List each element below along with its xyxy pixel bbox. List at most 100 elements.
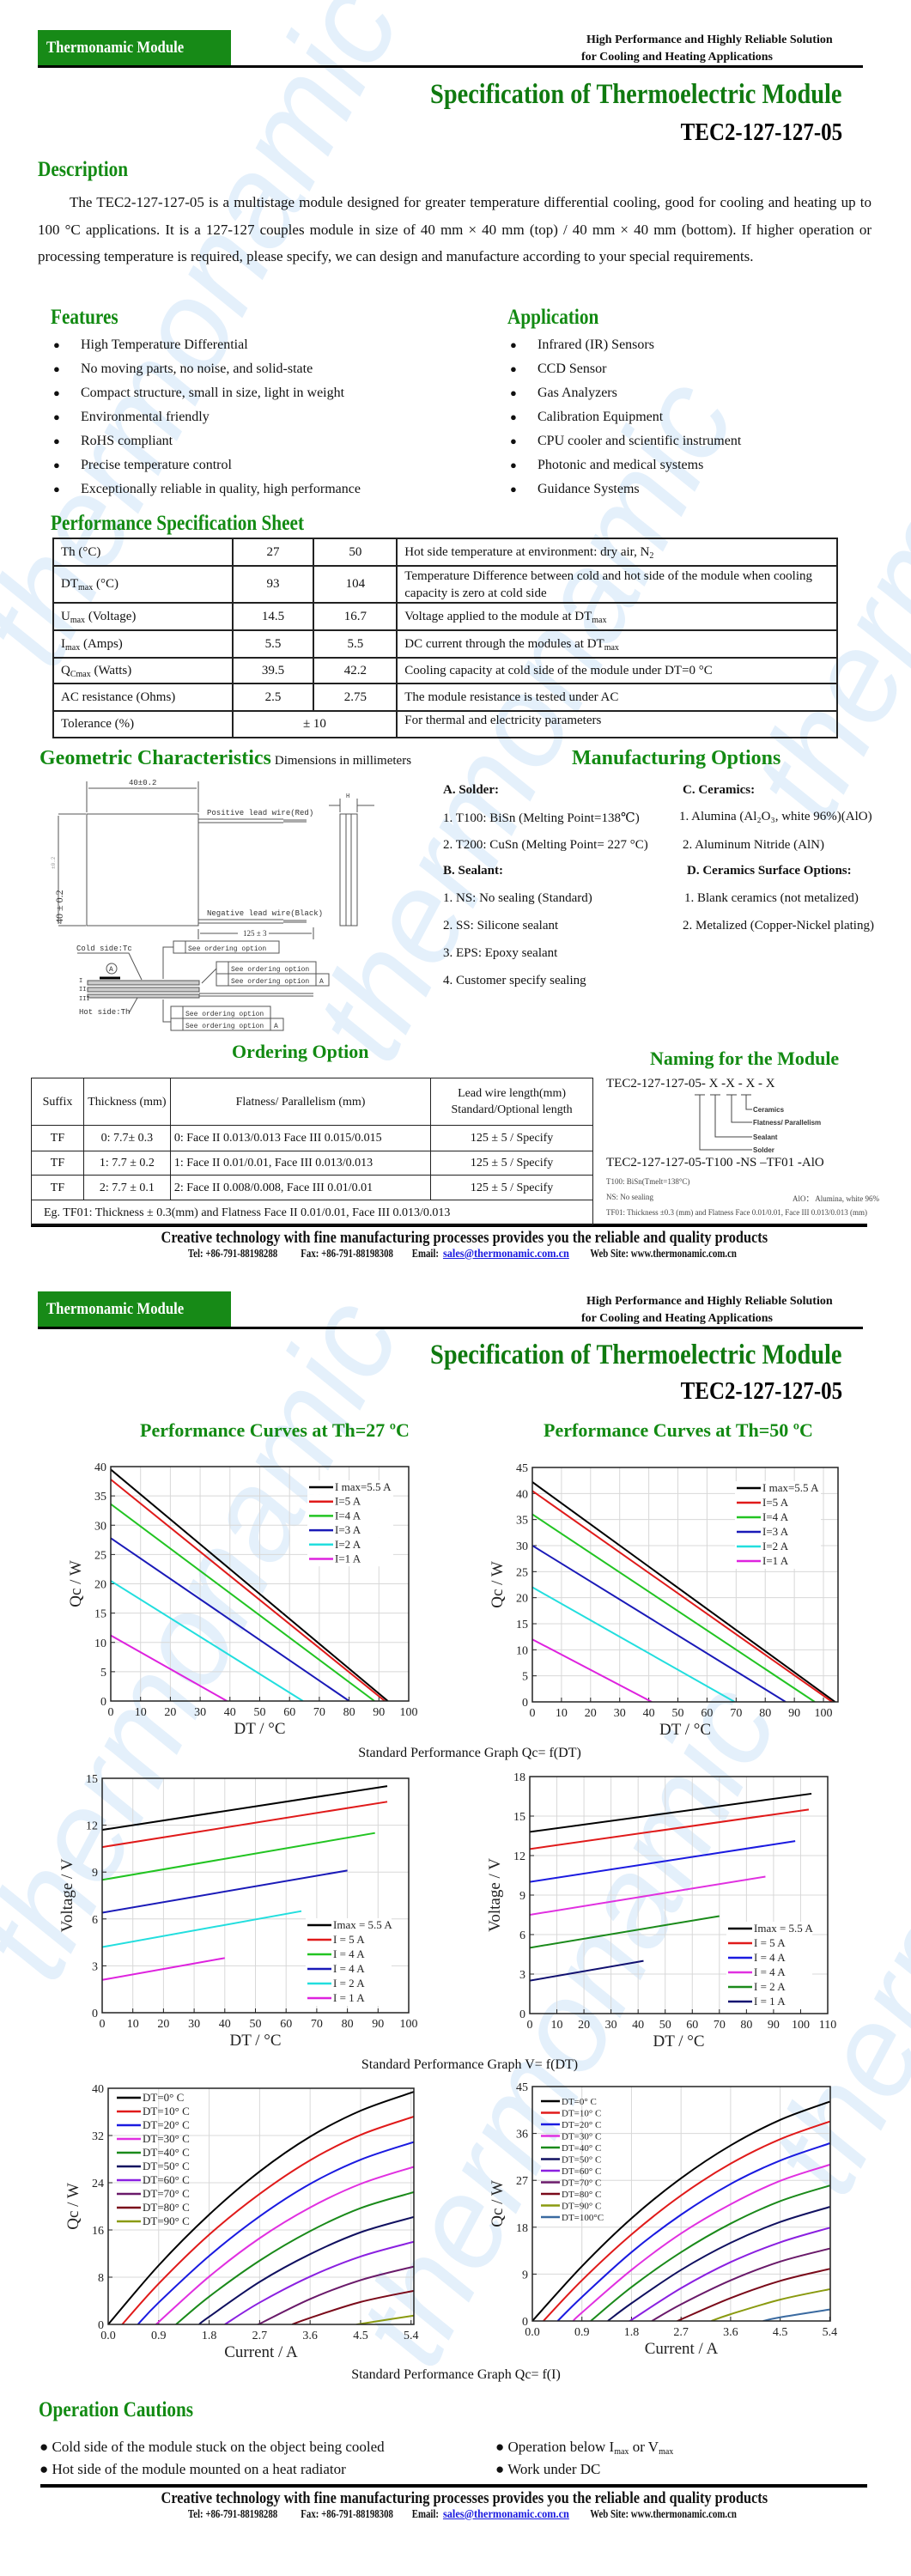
description-heading: Description (38, 158, 129, 181)
series-group (108, 2091, 414, 2324)
footer-tel: Tel: +86-791-88198288 (188, 1248, 278, 1261)
legend: I max=5.5 A I=5 AI=4 AI=3 A I=2 AI=1 A (307, 1480, 393, 1567)
spec-table: Th (°C) 27 50 Hot side temperature at en… (52, 538, 838, 738)
legend-label: DT=100°C (562, 2213, 604, 2223)
legend-label: DT=10° C (143, 2105, 190, 2117)
x-tick-label: 2.7 (252, 2330, 268, 2342)
y-tick-label: 3 (519, 1969, 525, 1982)
features-heading: Features (51, 306, 118, 329)
desc-cell: Cooling capacity at cold side of the mod… (396, 657, 838, 684)
x-tick-label: 100 (815, 1707, 833, 1720)
footer-contact: Tel: +86-791-88198288 Fax: +86-791-88198… (188, 2508, 738, 2521)
series-line-2 (530, 1840, 796, 1883)
lead-dimension: 125 ± 3 (243, 929, 267, 938)
naming-heading: Naming for the Module (650, 1048, 840, 1069)
table-row: AC resistance (Ohms) 2.5 2.75 The module… (52, 683, 838, 712)
x-tick-label: 100 (400, 1706, 418, 1719)
ceramics-option: 1. Alumina (Al₂O₃, white 96%)(AlO) (679, 810, 872, 823)
y-tick-label: 6 (92, 1914, 98, 1927)
surface-title: D. Ceramics Surface Options: (687, 864, 852, 878)
x-tick-label: 20 (157, 2018, 169, 2031)
y-tick-label: 40 (94, 1461, 106, 1474)
surface-option: 2. Metalized (Copper-Nickel plating) (683, 919, 874, 933)
caption-qc-i: Standard Performance Graph Qc= f(I) (351, 2367, 561, 2382)
chart-v-dt-th27: 0 10 20 30 40 50 60 70 80 90 100 0 3 6 9 12 15 DT / °C Vol… (58, 1773, 418, 2050)
x-axis-label: DT / °C (653, 2032, 704, 2050)
tagline-line-1: High Performance and Highly Reliable Sol… (586, 33, 833, 46)
table-row: Umax (Voltage) 14.5 16.7 Voltage applied… (52, 602, 838, 631)
bullet-icon: ● (53, 386, 60, 399)
plot-frame (531, 2086, 831, 2322)
legend-bg (307, 1537, 393, 1552)
table-row: Imax (Amps) 5.5 5.5 DC current through t… (52, 629, 838, 659)
footer-slogan: Creative technology with fine manufactur… (161, 2489, 768, 2507)
x-tick-label: 20 (585, 1707, 597, 1720)
email-link[interactable]: sales@thermonamic.com.cn (443, 2508, 570, 2521)
x-tick-label: 80 (343, 1706, 355, 1719)
x-tick-label: 90 (372, 2018, 384, 2031)
y-tick-label: 6 (519, 1929, 525, 1942)
cold-side-label: Cold side:Tc (76, 945, 132, 953)
series-line-0 (108, 2091, 414, 2324)
y-tick-label: 10 (94, 1637, 106, 1650)
ordering-heading: Ordering Option (232, 1041, 369, 1062)
see-ordering-option: See ordering option (231, 966, 309, 974)
x-tick-label: 100 (400, 2018, 418, 2031)
legend-bg (735, 1554, 821, 1569)
legend-label: DT=10° C (562, 2109, 601, 2119)
y-tick-label: 5 (100, 1667, 106, 1680)
bullet-icon: ● (53, 338, 60, 351)
email-link[interactable]: sales@thermonamic.com.cn (443, 1248, 570, 1261)
header-rule (38, 65, 863, 68)
y-tick-label: 25 (94, 1549, 106, 1562)
x-tick-label: 10 (551, 2019, 563, 2032)
legend-bg (306, 1933, 392, 1947)
param-cell: Imax (Amps) (52, 629, 234, 659)
bullet-icon: ● (510, 386, 517, 399)
series-line-0 (532, 2100, 830, 2321)
geometry-heading: Geometric Characteristics Dimensions in … (39, 747, 412, 769)
series-group (532, 2100, 830, 2321)
x-tick-label: 40 (219, 2018, 231, 2031)
table-row: DTmax (°C) 93 104 Temperature Difference… (52, 565, 838, 604)
module-dimension-drawing: 40±0.2 Positive lead wire(Red) Negative … (51, 779, 374, 1031)
see-ordering-option: See ordering option (188, 945, 266, 953)
legend-bg (726, 1951, 812, 1965)
chart-qc-dt-th27: 0 10 20 30 40 50 60 70 80 90 1000510152025303540DT… (67, 1461, 418, 1738)
x-tick-label: 10 (135, 1706, 147, 1719)
value-27-cell: 5.5 (231, 629, 315, 659)
value-27-cell: 14.5 (231, 602, 315, 631)
legend-bg (735, 1540, 821, 1554)
y-tick-label: 9 (92, 1867, 98, 1880)
header-rule (38, 1327, 863, 1329)
x-tick-label: 4.5 (353, 2330, 368, 2342)
legend-bg (735, 1496, 821, 1510)
x-tick-label: 0.9 (151, 2330, 167, 2342)
x-tick-label: 1.8 (202, 2330, 217, 2342)
column-header: Lead wire length(mm) Standard/Optional l… (430, 1078, 593, 1126)
brand-banner: Thermonamic Module (38, 1291, 231, 1327)
x-axis-label: Current / A (645, 2340, 719, 2358)
face-label: III (79, 996, 90, 1003)
legend-label: I=5 A (762, 1496, 789, 1509)
bullet-icon: ● (53, 459, 60, 471)
series-line-9 (355, 2314, 414, 2324)
y-tick-label: 5 (522, 1671, 528, 1684)
solder-option: 1. T100: BiSn (Melting Point=138℃) (443, 811, 640, 825)
table-row: QCmax (Watts) 39.5 42.2 Cooling capacity… (52, 657, 838, 684)
y-tick-label: 16 (92, 2225, 104, 2238)
legend-bg (306, 1947, 392, 1962)
legend-label: I = 1 A (333, 1991, 365, 2004)
ceramics-title: C. Ceramics: (683, 783, 756, 797)
legend-label: I max=5.5 A (762, 1481, 819, 1494)
solder-title: A. Solder: (443, 783, 499, 797)
description-text: The TEC2-127-127-05 is a multistage modu… (38, 194, 872, 264)
footer-website: Web Site: www.thermonamic.com.cn (590, 1248, 738, 1261)
value-27-cell: 27 (231, 538, 315, 567)
sealant-option: 2. SS: Silicone sealant (443, 919, 559, 933)
series-line-3 (532, 1545, 786, 1702)
param-cell: Tolerance (%) (52, 710, 234, 738)
naming-pattern: TEC2-127-127-05- X -X - X - X (606, 1077, 775, 1091)
legend-label: I=4 A (335, 1509, 361, 1522)
y-tick-label: 9 (519, 1890, 525, 1903)
